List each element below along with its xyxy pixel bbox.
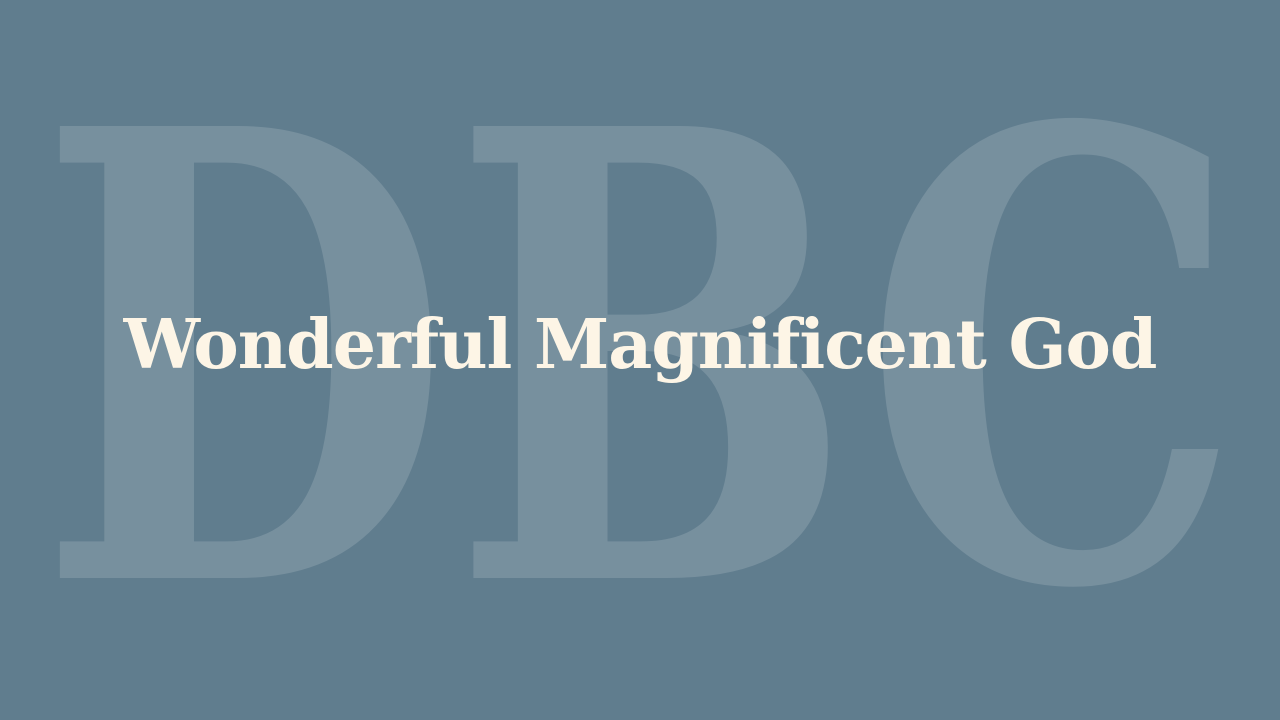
watermark-text: DBC [38, 0, 1243, 720]
slide-title: Wonderful Magnificent God [123, 305, 1158, 385]
